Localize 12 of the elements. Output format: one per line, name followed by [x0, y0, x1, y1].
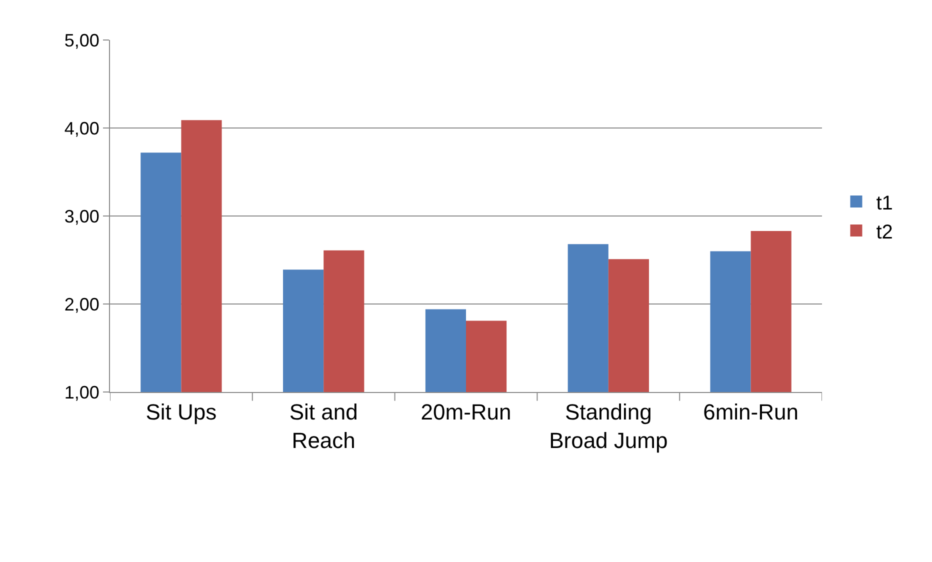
x-tick-label: Standing Broad Jump: [549, 399, 668, 453]
legend-label: t1: [876, 192, 893, 214]
y-tick-label: 1,00: [64, 382, 100, 402]
legend-label: t2: [876, 221, 893, 244]
x-tick-label: 6min-Run: [703, 399, 798, 424]
y-tick-label: 5,00: [64, 30, 100, 50]
y-tick-label: 3,00: [64, 206, 100, 226]
y-tick-label: 4,00: [64, 118, 100, 138]
x-tick-label: Sit and Reach: [289, 399, 358, 453]
x-tick-label: Sit Ups: [146, 399, 217, 424]
y-tick-label: 2,00: [64, 294, 100, 314]
x-tick-label: 20m-Run: [420, 399, 512, 424]
